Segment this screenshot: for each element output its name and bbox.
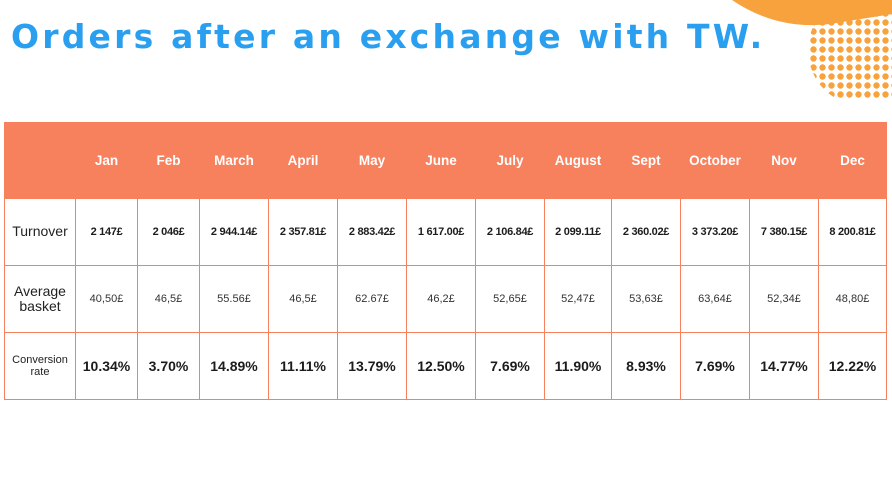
table-cell: 11.11%: [268, 332, 338, 400]
table-cell: 46,5£: [137, 265, 200, 333]
table-cell: 14.89%: [199, 332, 269, 400]
table-cell: 12.50%: [406, 332, 476, 400]
table-cell: 62.67£: [337, 265, 407, 333]
table-cell: 48,80£: [818, 265, 887, 333]
decorative-dots-shape: [732, 0, 892, 100]
orders-table: Jan Feb March April May June July August…: [4, 122, 887, 400]
table-cell: 53,63£: [611, 265, 681, 333]
table-cell: 2 883.42£: [337, 198, 407, 266]
table-cell: 10.34%: [75, 332, 138, 400]
table-cell: 2 357.81£: [268, 198, 338, 266]
page-title: Orders after an exchange with TW.: [11, 17, 766, 56]
table-cell: 3 373.20£: [680, 198, 750, 266]
header-cell-august: August: [544, 122, 612, 199]
table-cell: 2 360.02£: [611, 198, 681, 266]
header-cell-dec: Dec: [818, 122, 887, 199]
table-cell: 40,50£: [75, 265, 138, 333]
table-cell: 46,5£: [268, 265, 338, 333]
table-cell: 55.56£: [199, 265, 269, 333]
table-cell: 52,34£: [749, 265, 819, 333]
table-cell: 7.69%: [475, 332, 545, 400]
table-cell: 8.93%: [611, 332, 681, 400]
header-cell-october: October: [680, 122, 750, 199]
header-cell-empty: [4, 122, 76, 199]
header-cell-sept: Sept: [611, 122, 681, 199]
table-cell: 52,47£: [544, 265, 612, 333]
header-cell-june: June: [406, 122, 476, 199]
table-cell: 52,65£: [475, 265, 545, 333]
header-cell-july: July: [475, 122, 545, 199]
header-cell-may: May: [337, 122, 407, 199]
table-cell: 2 147£: [75, 198, 138, 266]
table-cell: 46,2£: [406, 265, 476, 333]
table-cell: 14.77%: [749, 332, 819, 400]
table-cell: 11.90%: [544, 332, 612, 400]
table-cell: 63,64£: [680, 265, 750, 333]
row-label: Conversion rate: [4, 332, 76, 400]
table-header-row: Jan Feb March April May June July August…: [4, 122, 887, 199]
table-cell: 2 046£: [137, 198, 200, 266]
table-cell: 3.70%: [137, 332, 200, 400]
row-label: Turnover: [4, 198, 76, 266]
table-cell: 13.79%: [337, 332, 407, 400]
row-label: Average basket: [4, 265, 76, 333]
table-cell: 7.69%: [680, 332, 750, 400]
table-cell: 2 099.11£: [544, 198, 612, 266]
table-cell: 12.22%: [818, 332, 887, 400]
table-cell: 2 106.84£: [475, 198, 545, 266]
header-cell-jan: Jan: [75, 122, 138, 199]
table-row-conversion-rate: Conversion rate 10.34% 3.70% 14.89% 11.1…: [4, 332, 887, 400]
header-cell-april: April: [268, 122, 338, 199]
header-cell-march: March: [199, 122, 269, 199]
header-cell-feb: Feb: [137, 122, 200, 199]
table-row-turnover: Turnover 2 147£ 2 046£ 2 944.14£ 2 357.8…: [4, 198, 887, 266]
table-row-average-basket: Average basket 40,50£ 46,5£ 55.56£ 46,5£…: [4, 265, 887, 333]
header-cell-nov: Nov: [749, 122, 819, 199]
table-cell: 1 617.00£: [406, 198, 476, 266]
table-cell: 2 944.14£: [199, 198, 269, 266]
table-cell: 7 380.15£: [749, 198, 819, 266]
table-cell: 8 200.81£: [818, 198, 887, 266]
